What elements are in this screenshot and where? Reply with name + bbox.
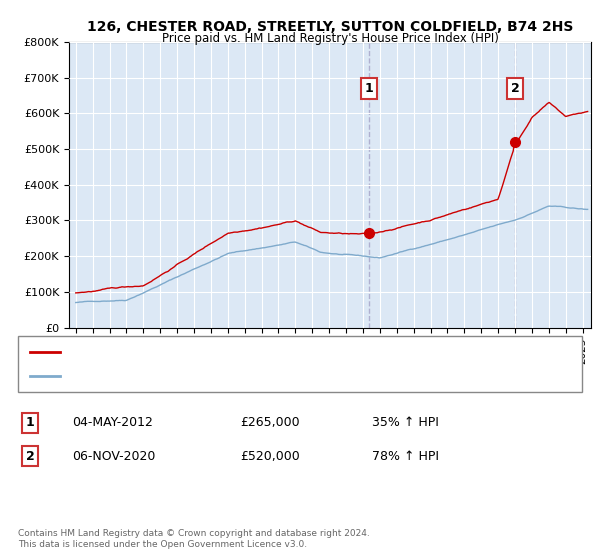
- Bar: [369, 42, 515, 328]
- Text: 06-NOV-2020: 06-NOV-2020: [72, 450, 155, 463]
- Text: 2: 2: [511, 82, 520, 95]
- Text: Price paid vs. HM Land Registry's House Price Index (HPI): Price paid vs. HM Land Registry's House …: [161, 32, 499, 45]
- Text: 35% ↑ HPI: 35% ↑ HPI: [372, 416, 439, 430]
- Text: 78% ↑ HPI: 78% ↑ HPI: [372, 450, 439, 463]
- Text: 126, CHESTER ROAD, STREETLY, SUTTON COLDFIELD, B74 2HS (detached house): 126, CHESTER ROAD, STREETLY, SUTTON COLD…: [66, 347, 509, 357]
- Text: Contains HM Land Registry data © Crown copyright and database right 2024.
This d: Contains HM Land Registry data © Crown c…: [18, 529, 370, 549]
- Text: HPI: Average price, detached house, Walsall: HPI: Average price, detached house, Wals…: [66, 371, 307, 381]
- Text: 2: 2: [26, 450, 34, 463]
- Text: £265,000: £265,000: [240, 416, 299, 430]
- Text: 1: 1: [364, 82, 373, 95]
- Text: 04-MAY-2012: 04-MAY-2012: [72, 416, 153, 430]
- Text: 1: 1: [26, 416, 34, 430]
- Text: 126, CHESTER ROAD, STREETLY, SUTTON COLDFIELD, B74 2HS: 126, CHESTER ROAD, STREETLY, SUTTON COLD…: [87, 20, 573, 34]
- Text: £520,000: £520,000: [240, 450, 300, 463]
